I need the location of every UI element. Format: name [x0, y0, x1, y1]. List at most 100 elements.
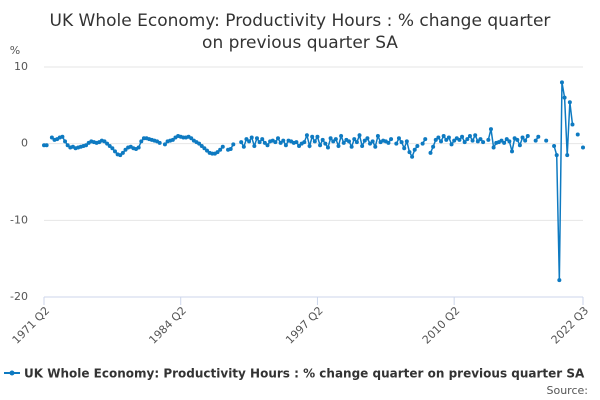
data-point	[565, 153, 570, 158]
title-line: UK Whole Economy: Productivity Hours : %…	[50, 11, 551, 31]
data-point	[428, 150, 433, 155]
data-point	[320, 137, 325, 142]
data-point	[136, 145, 141, 150]
data-point	[302, 140, 307, 145]
data-point	[415, 143, 420, 148]
data-point	[460, 134, 465, 139]
data-point	[394, 141, 399, 146]
data-point	[336, 143, 341, 148]
data-point	[273, 140, 278, 145]
data-point	[239, 140, 244, 145]
data-point	[523, 138, 528, 143]
data-point	[247, 139, 252, 144]
data-point	[452, 138, 457, 143]
data-point	[276, 136, 281, 141]
source-label: Source:	[547, 384, 589, 397]
data-point	[257, 140, 262, 145]
data-point	[478, 137, 483, 142]
data-point	[407, 150, 412, 155]
x-tick-label: 2022 Q3	[549, 304, 592, 347]
data-point	[525, 134, 530, 138]
data-point	[333, 137, 338, 142]
data-point	[315, 134, 320, 139]
data-point	[262, 140, 267, 145]
data-point	[420, 141, 425, 146]
data-point	[189, 136, 194, 141]
data-point	[346, 139, 351, 144]
data-point	[570, 122, 575, 127]
data-point	[441, 134, 446, 138]
data-point	[102, 139, 107, 144]
y-tick-label: 0	[21, 137, 28, 150]
data-point	[554, 153, 559, 158]
data-point	[157, 140, 162, 145]
data-point	[562, 95, 567, 100]
data-point	[215, 150, 220, 155]
y-tick-label: -20	[10, 290, 28, 303]
data-point	[139, 139, 144, 144]
data-point	[449, 142, 454, 147]
data-point	[486, 137, 491, 142]
data-point	[481, 140, 486, 145]
data-point	[436, 135, 441, 140]
data-point	[559, 80, 564, 85]
data-point	[439, 139, 444, 144]
y-tick-label: 10	[14, 60, 28, 73]
data-point	[60, 134, 65, 139]
series-line	[44, 82, 583, 280]
x-tick-label: 1971 Q2	[10, 304, 53, 347]
data-point	[499, 138, 504, 143]
data-point	[231, 142, 236, 147]
data-point	[365, 136, 370, 141]
data-point	[517, 143, 522, 148]
data-point	[389, 137, 394, 142]
data-point	[120, 150, 125, 155]
data-point	[357, 133, 362, 138]
data-point	[112, 149, 117, 154]
data-point	[297, 143, 302, 148]
data-point	[110, 146, 115, 151]
data-point	[404, 139, 409, 144]
data-point	[552, 143, 557, 148]
data-point	[465, 137, 470, 142]
data-point	[475, 139, 480, 144]
x-tick-label: 1984 Q2	[146, 304, 189, 347]
data-point	[362, 138, 367, 143]
data-point	[386, 140, 391, 145]
data-point	[241, 144, 246, 149]
data-point	[260, 137, 265, 142]
data-point	[399, 140, 404, 145]
data-point	[491, 145, 496, 150]
data-point	[352, 137, 357, 142]
data-point	[281, 138, 286, 143]
data-point	[504, 137, 509, 142]
data-point	[105, 141, 110, 146]
data-point	[249, 135, 254, 140]
data-point	[323, 141, 328, 146]
data-point	[488, 127, 493, 132]
x-tick-label: 1997 Q2	[283, 304, 326, 347]
data-point	[370, 139, 375, 144]
data-point	[205, 148, 210, 153]
data-point	[199, 143, 204, 148]
data-point	[360, 143, 365, 148]
data-point	[84, 143, 89, 148]
data-point	[462, 140, 467, 145]
data-point	[341, 140, 346, 145]
data-point	[278, 140, 283, 145]
data-point	[457, 137, 462, 142]
data-point	[220, 144, 225, 149]
title-line: on previous quarter SA	[202, 33, 398, 53]
data-point	[318, 143, 323, 148]
data-point	[431, 144, 436, 149]
data-point	[396, 136, 401, 141]
data-point	[228, 147, 233, 152]
data-point	[557, 278, 562, 283]
data-point	[473, 133, 478, 138]
data-point	[423, 137, 428, 142]
data-point	[283, 143, 288, 148]
data-point	[467, 134, 472, 138]
data-point	[252, 143, 257, 148]
data-point	[328, 136, 333, 141]
